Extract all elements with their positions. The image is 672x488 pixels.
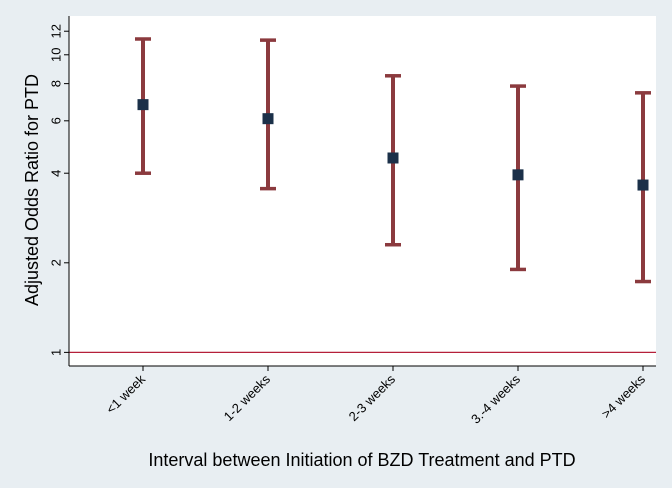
y-tick-label: 8	[49, 80, 64, 87]
y-tick-label: 2	[49, 259, 64, 266]
x-tick-label: <1 week	[103, 371, 148, 416]
error-bar-group	[635, 91, 651, 284]
y-tick-label: 12	[49, 24, 64, 38]
x-tick-label: >4 weeks	[598, 371, 648, 421]
error-bar-group	[510, 84, 526, 272]
error-bar-group	[260, 38, 276, 191]
y-tick-label: 4	[49, 170, 64, 177]
x-tick-label: 3.-4 weeks	[468, 371, 523, 426]
y-tick-label: 1	[49, 349, 64, 356]
error-bar-group	[135, 37, 151, 175]
x-tick-label: 1-2 weeks	[221, 371, 274, 424]
y-tick-label: 6	[49, 117, 64, 124]
error-bar-group	[385, 74, 401, 247]
point-estimate	[262, 113, 274, 125]
x-axis-title: Interval between Initiation of BZD Treat…	[148, 450, 575, 470]
y-axis-title: Adjusted Odds Ratio for PTD	[22, 74, 42, 306]
point-estimate	[387, 152, 399, 164]
point-estimate	[137, 99, 149, 111]
point-estimate	[637, 179, 649, 191]
x-tick-label: 2-3 weeks	[346, 371, 399, 424]
y-tick-label: 10	[49, 48, 64, 62]
point-estimate	[512, 169, 524, 181]
plot-area	[69, 16, 656, 366]
